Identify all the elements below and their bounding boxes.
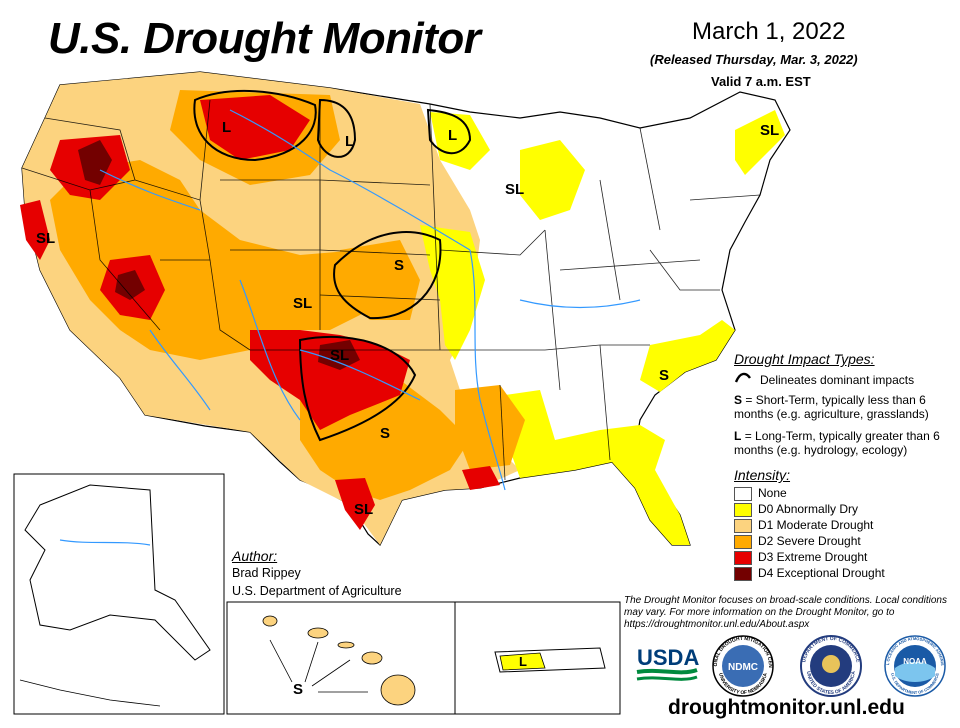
author-heading: Author: bbox=[232, 548, 278, 564]
label-l-minnesota: L bbox=[448, 127, 457, 144]
alaska-river bbox=[59, 539, 151, 546]
drought-d0-southeast bbox=[505, 390, 690, 545]
label-l-north-dakota: L bbox=[345, 133, 354, 150]
svg-text:USDA: USDA bbox=[637, 645, 699, 670]
label-sl-wisconsin: SL bbox=[505, 181, 524, 198]
disclaimer-text: The Drought Monitor focuses on broad-sca… bbox=[624, 595, 947, 630]
website-link[interactable]: droughtmonitor.unl.edu bbox=[668, 696, 905, 719]
intensity-heading: Intensity: bbox=[734, 467, 791, 483]
label-l-montana: L bbox=[222, 119, 231, 136]
map-date: March 1, 2022 bbox=[692, 18, 846, 45]
drought-d2-southeast bbox=[455, 385, 525, 470]
label-l-puerto-rico: L bbox=[519, 654, 527, 669]
author-organization: U.S. Department of Agriculture bbox=[232, 584, 402, 598]
label-s-nebraska: S bbox=[394, 257, 404, 274]
short-term-text: = Short-Term, typically less than 6 mont… bbox=[734, 393, 929, 421]
drought-d3-southern-plains bbox=[250, 330, 410, 430]
long-term-letter: L bbox=[734, 429, 742, 443]
legend-label-d3: D3 Extreme Drought bbox=[758, 550, 868, 564]
short-term-letter: S bbox=[734, 393, 743, 407]
hawaii-leader-lines bbox=[269, 639, 368, 693]
commerce-seal: DEPARTMENT OF COMMERCE UNITED STATES OF … bbox=[800, 635, 862, 697]
legend-label-d4: D4 Exceptional Drought bbox=[758, 566, 885, 580]
page-title: U.S. Drought Monitor bbox=[48, 14, 481, 63]
release-date: (Released Thursday, Mar. 3, 2022) bbox=[650, 52, 858, 67]
swatch-none bbox=[734, 487, 752, 501]
puerto-rico-d0 bbox=[499, 652, 546, 671]
svg-text:NDMC: NDMC bbox=[728, 662, 758, 673]
label-sl-maine: SL bbox=[760, 122, 779, 139]
rivers bbox=[99, 109, 641, 491]
swatch-d2 bbox=[734, 535, 752, 549]
drought-d0-minnesota bbox=[430, 112, 490, 170]
long-term-text: = Long-Term, typically greater than 6 mo… bbox=[734, 429, 940, 457]
drought-d3-montana bbox=[200, 95, 310, 160]
swatch-d1 bbox=[734, 519, 752, 533]
drought-d0-greatlakes bbox=[520, 140, 585, 220]
drought-d0-northeast bbox=[735, 110, 785, 175]
drought-d3-south-texas bbox=[335, 478, 375, 530]
alaska-shape bbox=[24, 484, 211, 661]
drought-d4-nevada bbox=[115, 270, 145, 300]
long-term-description: L = Long-Term, typically greater than 6 … bbox=[734, 429, 954, 457]
aleutians bbox=[19, 679, 161, 707]
impact-line-symbol bbox=[734, 372, 751, 383]
drought-d0-carolinas bbox=[640, 320, 735, 392]
label-sl-california: SL bbox=[36, 230, 55, 247]
drought-d4-plains bbox=[318, 340, 360, 370]
drought-d2-kansas bbox=[340, 240, 420, 320]
label-s-carolina: S bbox=[659, 367, 669, 384]
label-sl-colorado: SL bbox=[293, 295, 312, 312]
valid-time: Valid 7 a.m. EST bbox=[711, 74, 811, 89]
short-term-description: S = Short-Term, typically less than 6 mo… bbox=[734, 393, 954, 421]
usda-logo: USDA bbox=[636, 645, 699, 681]
label-sl-oklahoma: SL bbox=[330, 347, 349, 364]
legend-label-d0: D0 Abnormally Dry bbox=[758, 502, 859, 516]
label-s-texas: S bbox=[380, 425, 390, 442]
svg-text:NOAA: NOAA bbox=[903, 657, 927, 666]
swatch-d4 bbox=[734, 567, 752, 581]
drought-d4-oregon bbox=[78, 140, 112, 185]
drought-d3-louisiana bbox=[462, 466, 500, 490]
impact-types-heading: Drought Impact Types: bbox=[734, 351, 875, 367]
hawaii-inset bbox=[226, 601, 456, 715]
drought-d3-california bbox=[20, 200, 50, 260]
impact-lines bbox=[193, 89, 472, 442]
legend-label-d2: D2 Severe Drought bbox=[758, 534, 861, 548]
impact-letter-labels: SL L L L SL SL SL S SL S S SL S L bbox=[36, 119, 779, 698]
label-s-hawaii: S bbox=[293, 681, 303, 698]
hawaii-islands bbox=[262, 615, 416, 706]
impact-line-label: Delineates dominant impacts bbox=[760, 373, 915, 387]
legend-label-none: None bbox=[758, 486, 787, 500]
swatch-d0 bbox=[734, 503, 752, 517]
author-name: Brad Rippey bbox=[232, 566, 301, 580]
label-sl-south-texas: SL bbox=[354, 501, 373, 518]
legend-label-d1: D1 Moderate Drought bbox=[758, 518, 874, 532]
swatch-d3 bbox=[734, 551, 752, 565]
state-borders bbox=[21, 99, 761, 481]
